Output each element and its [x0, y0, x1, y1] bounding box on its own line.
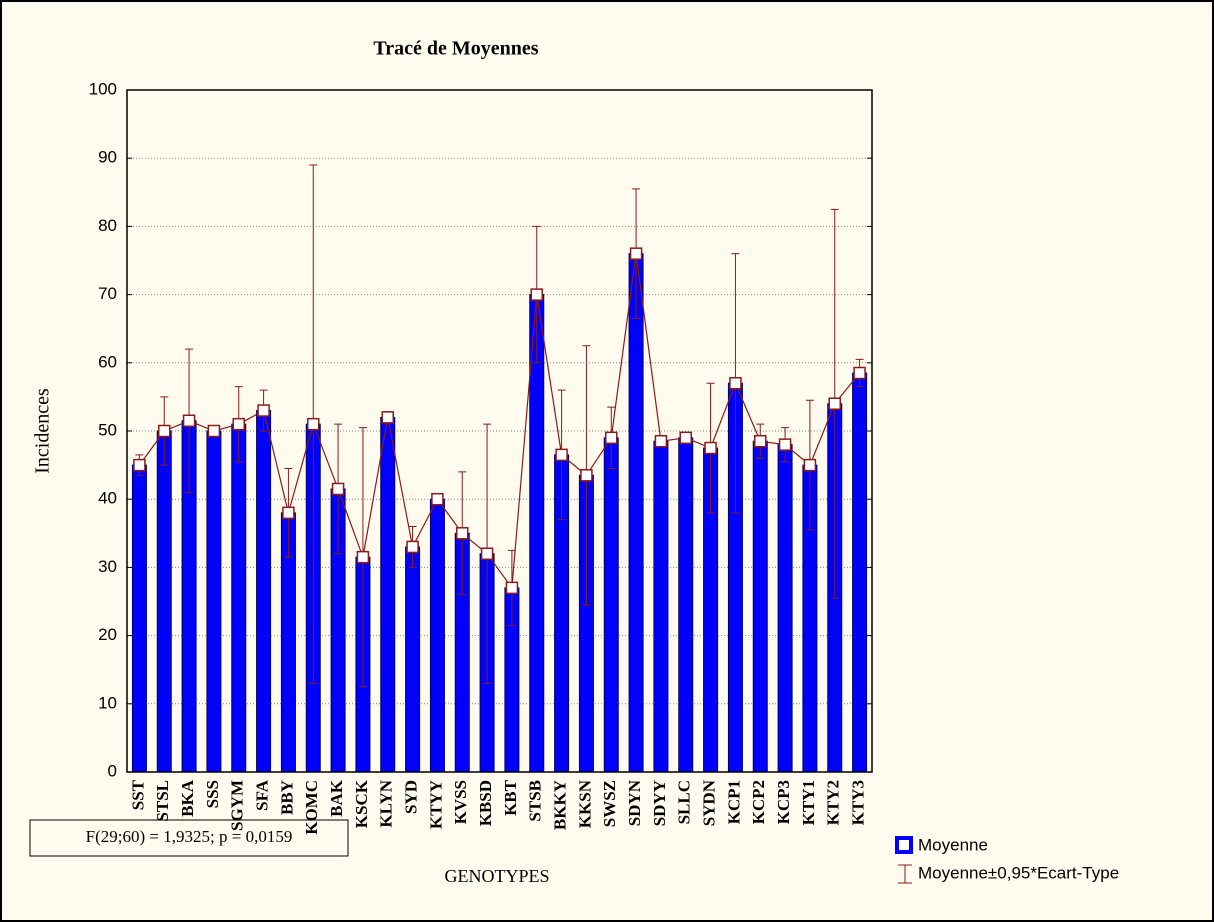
x-tick-label: KCP2 [749, 780, 768, 824]
bar [529, 294, 545, 773]
y-tick-label: 100 [89, 79, 117, 98]
x-tick-label: KTY3 [848, 780, 867, 825]
x-tick-label: KTYY [426, 780, 445, 829]
mean-marker [654, 434, 668, 448]
mean-marker [505, 581, 519, 595]
mean-marker [456, 527, 469, 540]
y-tick-label: 70 [98, 284, 117, 303]
bar [156, 430, 172, 773]
mean-marker [431, 492, 444, 506]
plot-frame [126, 89, 873, 773]
x-tick-label: KBSD [476, 780, 495, 826]
x-tick-label: KLYN [377, 779, 396, 827]
annotation: F(29;60) = 1,9325; p = 0,0159 [86, 827, 293, 846]
mean-marker [480, 547, 494, 561]
bar [256, 410, 272, 773]
y-tick-label: 10 [98, 693, 117, 712]
y-tick-label: 50 [98, 420, 117, 439]
x-tick-label: KCP1 [724, 780, 743, 824]
x-tick-label: STSL [153, 780, 172, 822]
x-tick-label: BKA [178, 779, 197, 817]
mean-marker [704, 441, 717, 455]
bar [231, 423, 247, 773]
x-tick-label: BKKY [550, 780, 569, 830]
x-tick-label: SGYM [228, 780, 247, 831]
y-tick-label: 30 [98, 557, 117, 576]
bar [405, 546, 421, 773]
y-tick-label: 60 [98, 352, 117, 371]
mean-marker [282, 506, 295, 520]
y-axis-label: Incidences [32, 388, 54, 474]
legend-label: Moyenne [918, 835, 988, 854]
x-tick-label: SDYY [650, 780, 669, 826]
chart-title: Tracé de Moyennes [373, 38, 538, 60]
mean-marker [182, 414, 196, 428]
bar [628, 253, 644, 773]
x-tick-label: SYDN [699, 779, 718, 826]
mean-marker [605, 431, 618, 445]
x-tick-label: BAK [327, 779, 346, 817]
y-tick-label: 90 [98, 148, 117, 167]
mean-marker [828, 397, 841, 410]
mean-marker [307, 417, 320, 431]
y-tick-label: 0 [108, 761, 117, 780]
annotation-box [29, 819, 349, 857]
bar [653, 440, 669, 773]
mean-marker [133, 458, 146, 472]
x-tick-label: KTY2 [824, 780, 843, 825]
legend-label: Moyenne±0,95*Ecart-Type [918, 863, 1119, 882]
x-tick-label: KOMC [302, 780, 321, 835]
bar [678, 437, 694, 773]
mean-marker [729, 377, 742, 390]
x-tick-label: KCP3 [774, 780, 793, 824]
legend-swatch [895, 836, 913, 854]
bar [429, 498, 445, 773]
x-tick-label: KBT [501, 779, 520, 816]
legend-error-symbol [898, 864, 912, 884]
x-tick-label: BBY [277, 780, 296, 815]
mean-marker [356, 550, 370, 564]
mean-marker [207, 424, 221, 438]
bar [852, 372, 868, 773]
mean-marker [778, 438, 792, 451]
x-tick-label: SDYN [625, 779, 644, 826]
mean-marker [331, 482, 345, 496]
x-tick-label: SWSZ [600, 780, 619, 827]
mean-marker [679, 431, 692, 445]
x-tick-label: STSB [526, 780, 545, 822]
mean-marker [406, 540, 419, 554]
bar [752, 440, 768, 773]
x-tick-label: SLLC [675, 780, 694, 824]
x-tick-label: KTY1 [799, 780, 818, 825]
x-tick-label: KVSS [451, 780, 470, 824]
x-tick-label: SSS [203, 780, 222, 808]
bar [603, 437, 619, 773]
mean-marker [853, 366, 866, 380]
x-tick-label: SST [128, 779, 147, 810]
mean-marker [158, 424, 171, 438]
x-tick-label: KSCK [352, 779, 371, 828]
bar [777, 444, 793, 773]
x-tick-label: SYD [401, 780, 420, 814]
bar [131, 464, 147, 773]
mean-marker [530, 288, 543, 301]
x-axis-label: GENOTYPES [444, 866, 549, 886]
mean-marker [257, 404, 270, 417]
bar [206, 430, 222, 773]
mean-marker [803, 458, 817, 472]
mean-marker [754, 434, 767, 448]
x-tick-label: KKSN [575, 779, 594, 828]
y-tick-label: 40 [98, 489, 117, 508]
mean-marker [232, 417, 245, 431]
mean-marker [580, 469, 593, 482]
mean-marker [555, 448, 568, 462]
x-tick-label: SFA [252, 779, 271, 811]
y-tick-label: 80 [98, 216, 117, 235]
bar [380, 416, 396, 773]
mean-marker [381, 411, 394, 424]
mean-marker [629, 247, 643, 260]
y-tick-label: 20 [98, 625, 117, 644]
